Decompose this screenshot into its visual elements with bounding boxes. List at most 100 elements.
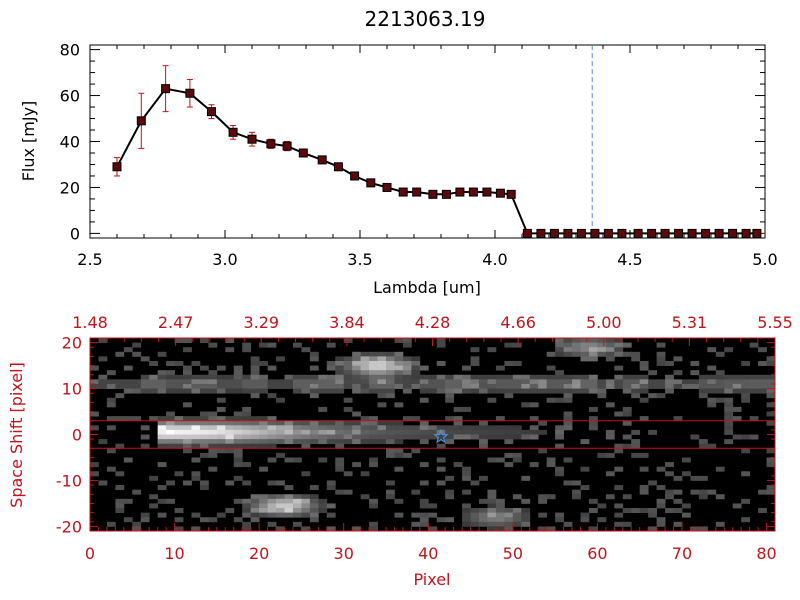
image-pixel bbox=[681, 512, 691, 518]
image-pixel bbox=[292, 342, 302, 348]
image-pixel bbox=[605, 383, 615, 389]
image-pixel bbox=[242, 439, 252, 445]
image-pixel bbox=[436, 383, 446, 389]
image-pixel bbox=[199, 434, 209, 440]
image-pixel bbox=[250, 379, 260, 385]
image-pixel bbox=[538, 512, 548, 518]
image-pixel bbox=[521, 383, 531, 389]
image-pixel bbox=[572, 379, 581, 385]
image-pixel bbox=[183, 370, 192, 376]
image-pixel bbox=[419, 425, 429, 431]
image-pixel bbox=[631, 508, 641, 514]
image-pixel bbox=[546, 494, 556, 500]
image-pixel bbox=[411, 379, 421, 385]
image-pixel bbox=[673, 489, 683, 495]
image-pixel bbox=[555, 434, 564, 440]
image-pixel bbox=[216, 443, 226, 449]
image-pixel bbox=[402, 370, 412, 376]
image-pixel bbox=[225, 383, 235, 389]
image-pixel bbox=[301, 388, 311, 394]
image-pixel bbox=[732, 434, 742, 440]
image-pixel bbox=[622, 379, 632, 385]
image-pixel bbox=[292, 512, 302, 518]
image-pixel bbox=[445, 475, 455, 481]
image-pixel bbox=[174, 443, 184, 449]
x-tick-label: 3.5 bbox=[347, 250, 372, 269]
image-pixel bbox=[479, 420, 488, 426]
image-pixel bbox=[462, 512, 471, 518]
image-pixel bbox=[123, 517, 133, 523]
image-pixel bbox=[411, 521, 421, 527]
image-pixel bbox=[385, 434, 395, 440]
image-pixel bbox=[199, 365, 209, 371]
image-pixel bbox=[115, 383, 125, 389]
image-pixel bbox=[504, 360, 514, 366]
image-pixel bbox=[656, 379, 666, 385]
image-pixel bbox=[411, 425, 421, 431]
image-pixel bbox=[487, 494, 497, 500]
image-pixel bbox=[445, 517, 455, 523]
image-pixel bbox=[259, 379, 268, 385]
image-pixel bbox=[758, 383, 767, 389]
image-pixel bbox=[563, 383, 573, 389]
image-pixel bbox=[436, 434, 446, 440]
y-tick-label: 0 bbox=[70, 224, 80, 243]
image-pixel bbox=[352, 360, 362, 366]
image-pixel bbox=[588, 342, 598, 348]
image-pixel bbox=[140, 383, 150, 389]
image-pixel bbox=[225, 439, 235, 445]
image-pixel bbox=[639, 416, 649, 422]
image-pixel bbox=[183, 425, 192, 431]
image-pixel bbox=[191, 443, 201, 449]
data-point bbox=[674, 228, 684, 238]
image-pixel bbox=[698, 526, 708, 532]
image-pixel bbox=[335, 365, 345, 371]
image-pixel bbox=[309, 429, 319, 435]
image-pixel bbox=[445, 379, 455, 385]
image-pixel bbox=[199, 383, 209, 389]
image-pixel bbox=[233, 462, 243, 468]
image-pixel bbox=[385, 480, 395, 486]
image-pixel bbox=[309, 365, 319, 371]
top-axis-tick-label: 5.00 bbox=[586, 313, 622, 332]
image-pixel bbox=[758, 379, 767, 385]
image-pixel bbox=[284, 374, 294, 380]
image-pixel bbox=[572, 494, 581, 500]
image-pixel bbox=[402, 429, 412, 435]
image-pixel bbox=[419, 439, 429, 445]
image-pixel bbox=[208, 416, 218, 422]
image-pixel bbox=[369, 360, 378, 366]
image-pixel bbox=[233, 475, 243, 481]
bottom-y-tick-label: 0 bbox=[72, 426, 82, 445]
image-pixel bbox=[140, 388, 150, 394]
image-pixel bbox=[216, 434, 226, 440]
spectrum-ticks: 2.5 3.0 3.5 4.0 4.5 5.0 0 20 40 60 80 bbox=[60, 41, 778, 269]
image-pixel bbox=[673, 356, 683, 362]
image-pixel bbox=[504, 425, 514, 431]
image-pixel bbox=[352, 420, 362, 426]
image-pixel bbox=[343, 379, 353, 385]
image-pixel bbox=[487, 508, 497, 514]
image-pixel bbox=[555, 512, 564, 518]
image-pixel bbox=[276, 420, 285, 426]
image-pixel bbox=[267, 379, 277, 385]
image-pixel bbox=[335, 356, 345, 362]
image-pixel bbox=[335, 388, 345, 394]
image-pixel bbox=[216, 420, 226, 426]
image-pixel bbox=[157, 429, 167, 435]
data-point bbox=[350, 171, 360, 181]
image-pixel bbox=[656, 356, 666, 362]
image-pixel bbox=[741, 498, 751, 504]
image-pixel bbox=[233, 383, 243, 389]
image-pixel bbox=[208, 379, 218, 385]
image-pixel bbox=[411, 374, 421, 380]
image-pixel bbox=[183, 388, 192, 394]
image-pixel bbox=[199, 443, 209, 449]
image-pixel bbox=[140, 425, 150, 431]
source-star-marker bbox=[433, 428, 449, 444]
image-pixel bbox=[360, 370, 370, 376]
image-pixel bbox=[250, 360, 260, 366]
image-pixel bbox=[394, 420, 404, 426]
image-pixel bbox=[402, 365, 412, 371]
image-pixel bbox=[343, 425, 353, 431]
